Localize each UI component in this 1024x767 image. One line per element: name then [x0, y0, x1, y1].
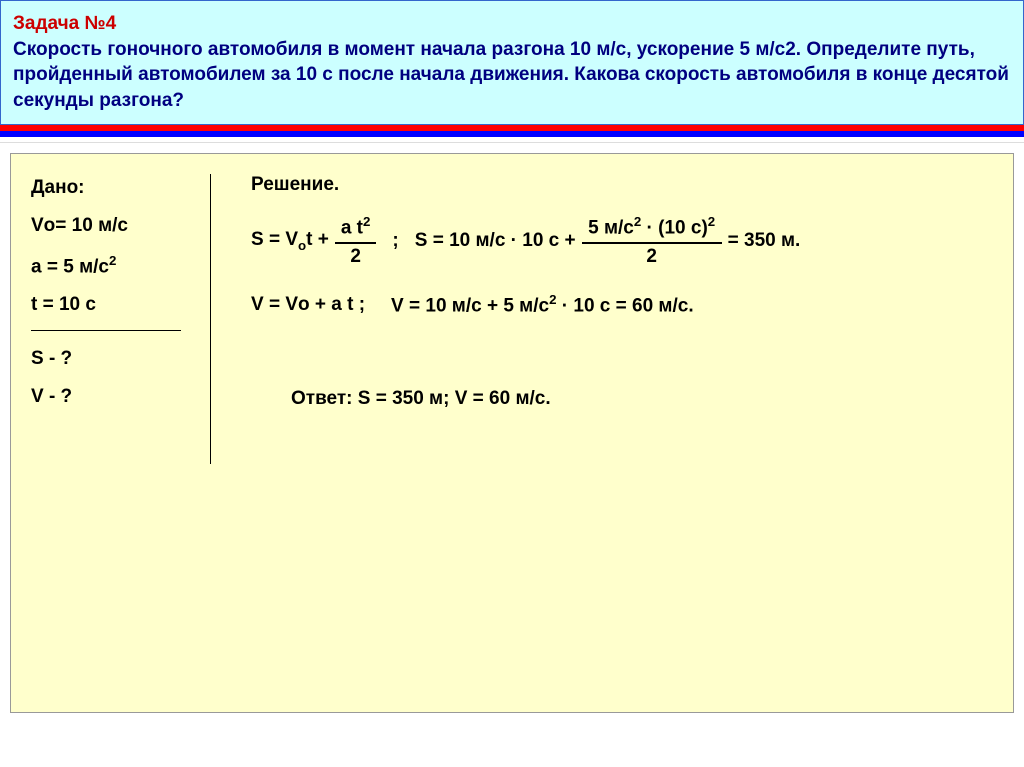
given-header: Дано: — [31, 174, 211, 203]
problem-title: Задача №4 — [13, 13, 116, 34]
problem-statement: Задача №4 Скорость гоночного автомобиля … — [0, 0, 1024, 125]
semicolon: ; — [392, 230, 398, 252]
given-separator — [31, 330, 181, 331]
given-column: Дано: Vо= 10 м/с a = 5 м/с2 t = 10 c S -… — [31, 174, 211, 422]
stripe-white — [0, 137, 1024, 143]
answer-line: Ответ: S = 350 м; V = 60 м/с. — [291, 388, 993, 410]
given-t: t = 10 c — [31, 291, 211, 320]
vertical-divider — [210, 174, 211, 464]
find-s: S - ? — [31, 345, 211, 374]
solution-panel: Дано: Vо= 10 м/с a = 5 м/с2 t = 10 c S -… — [10, 153, 1014, 713]
solution-header: Решение. — [251, 174, 993, 196]
given-a: a = 5 м/с2 — [31, 251, 211, 282]
s-result: = 350 м. — [728, 230, 801, 252]
s-calc-prefix: S = 10 м/с · 10 с + — [415, 230, 576, 252]
fraction-at2-over-2: a t2 2 — [335, 214, 377, 269]
problem-text: Скорость гоночного автомобиля в момент н… — [13, 39, 1009, 111]
v-calc: V = 10 м/с + 5 м/с2 · 10 с = 60 м/с. — [391, 292, 694, 317]
velocity-formula-row: V = Vо + a t ; V = 10 м/с + 5 м/с2 · 10 … — [251, 292, 993, 317]
find-v: V - ? — [31, 383, 211, 412]
distance-formula-row: S = Vоt + a t2 2 ; S = 10 м/с · 10 с + 5… — [251, 214, 993, 269]
solution-column: Решение. S = Vоt + a t2 2 ; S = 10 м/с ·… — [211, 174, 993, 422]
fraction-numeric: 5 м/с2 · (10 с)2 2 — [582, 214, 722, 269]
s-formula-lhs: S = Vоt + — [251, 229, 329, 253]
given-v0: Vо= 10 м/с — [31, 212, 211, 241]
v-formula: V = Vо + a t ; — [251, 294, 365, 316]
